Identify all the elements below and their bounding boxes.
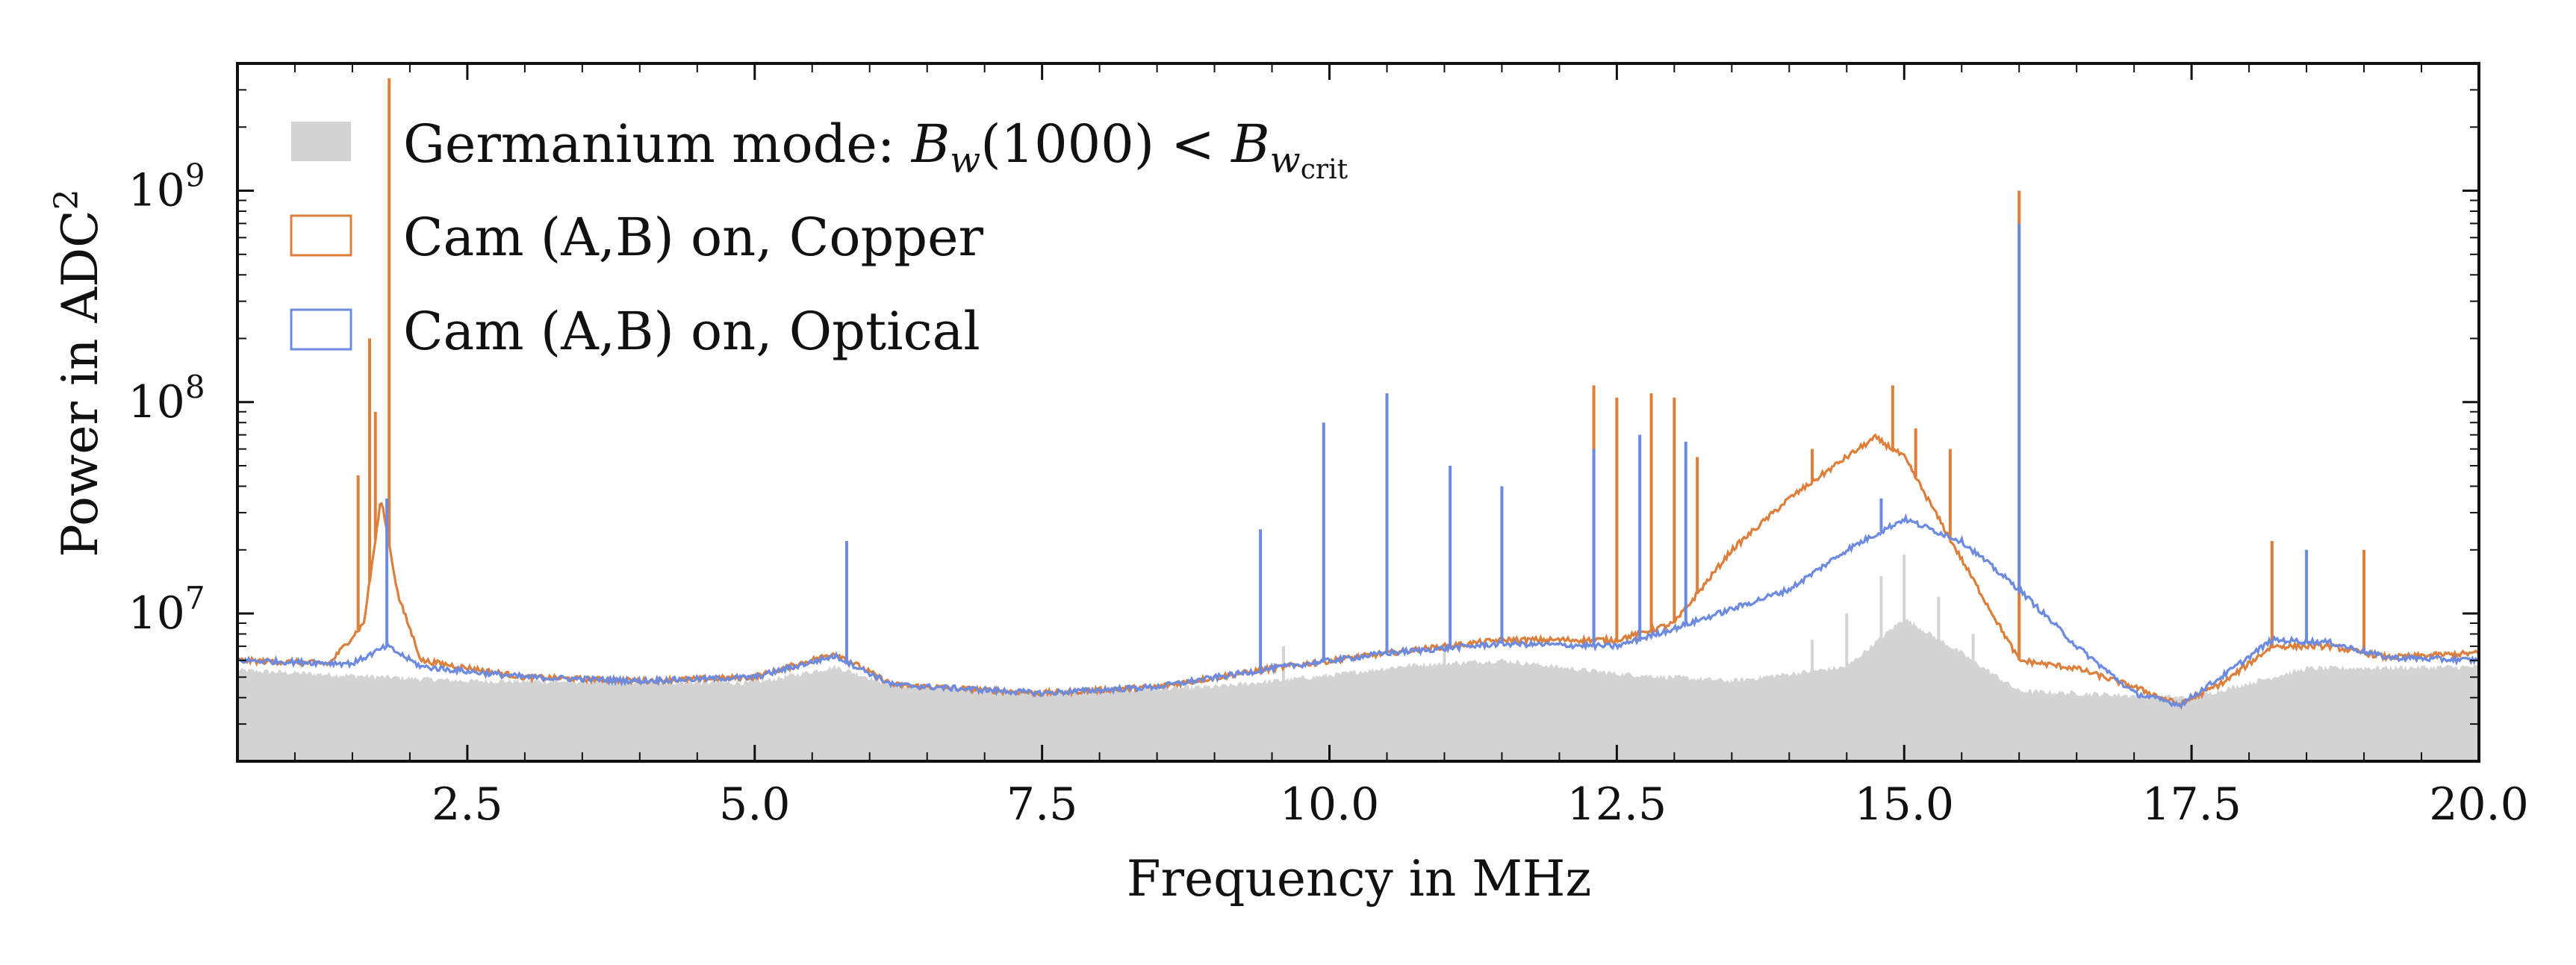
y-tick-label: 107 xyxy=(128,580,205,640)
x-tick-label: 15.0 xyxy=(1854,778,1954,831)
legend-label-copper: Cam (A,B) on, Copper xyxy=(403,207,984,268)
x-tick-label: 7.5 xyxy=(1007,778,1077,831)
y-tick-label: 109 xyxy=(128,157,205,217)
legend-swatch-copper xyxy=(290,214,352,257)
y-axis-label-text: Power in ADC xyxy=(52,210,109,557)
x-tick-label: 20.0 xyxy=(2429,778,2529,831)
x-tick-label: 5.0 xyxy=(719,778,790,831)
y-axis-label: Power in ADC2 xyxy=(48,189,109,557)
legend-label-optical: Cam (A,B) on, Optical xyxy=(403,301,980,362)
x-tick-label: 12.5 xyxy=(1567,778,1667,831)
series-0 xyxy=(237,555,2479,761)
y-tick-label: 108 xyxy=(128,369,205,428)
x-tick-label: 2.5 xyxy=(432,778,503,831)
legend-swatch-optical xyxy=(290,308,352,351)
x-tick-label: 10.0 xyxy=(1280,778,1380,831)
y-axis-label-superscript: 2 xyxy=(48,189,86,210)
series-2 xyxy=(237,223,2479,709)
series-line-2 xyxy=(237,513,2479,709)
legend-label-germanium: Germanium mode: Bw(1000) < Bwcrit xyxy=(403,113,1348,185)
series-line-1 xyxy=(237,433,2479,711)
x-axis-label: Frequency in MHz xyxy=(1127,850,1591,908)
axes: 2.5 5.0 7.5 10.0 12.5 15.0 17.5 20.0 107 108 109 xyxy=(128,62,2529,831)
legend: Germanium mode: Bw(1000) < Bwcrit Cam (A… xyxy=(290,113,1348,362)
legend-swatch-germanium xyxy=(291,122,351,161)
series-area-0 xyxy=(237,618,2479,761)
x-tick-label: 17.5 xyxy=(2141,778,2241,831)
plot-area xyxy=(237,78,2479,761)
series-1 xyxy=(237,78,2479,711)
